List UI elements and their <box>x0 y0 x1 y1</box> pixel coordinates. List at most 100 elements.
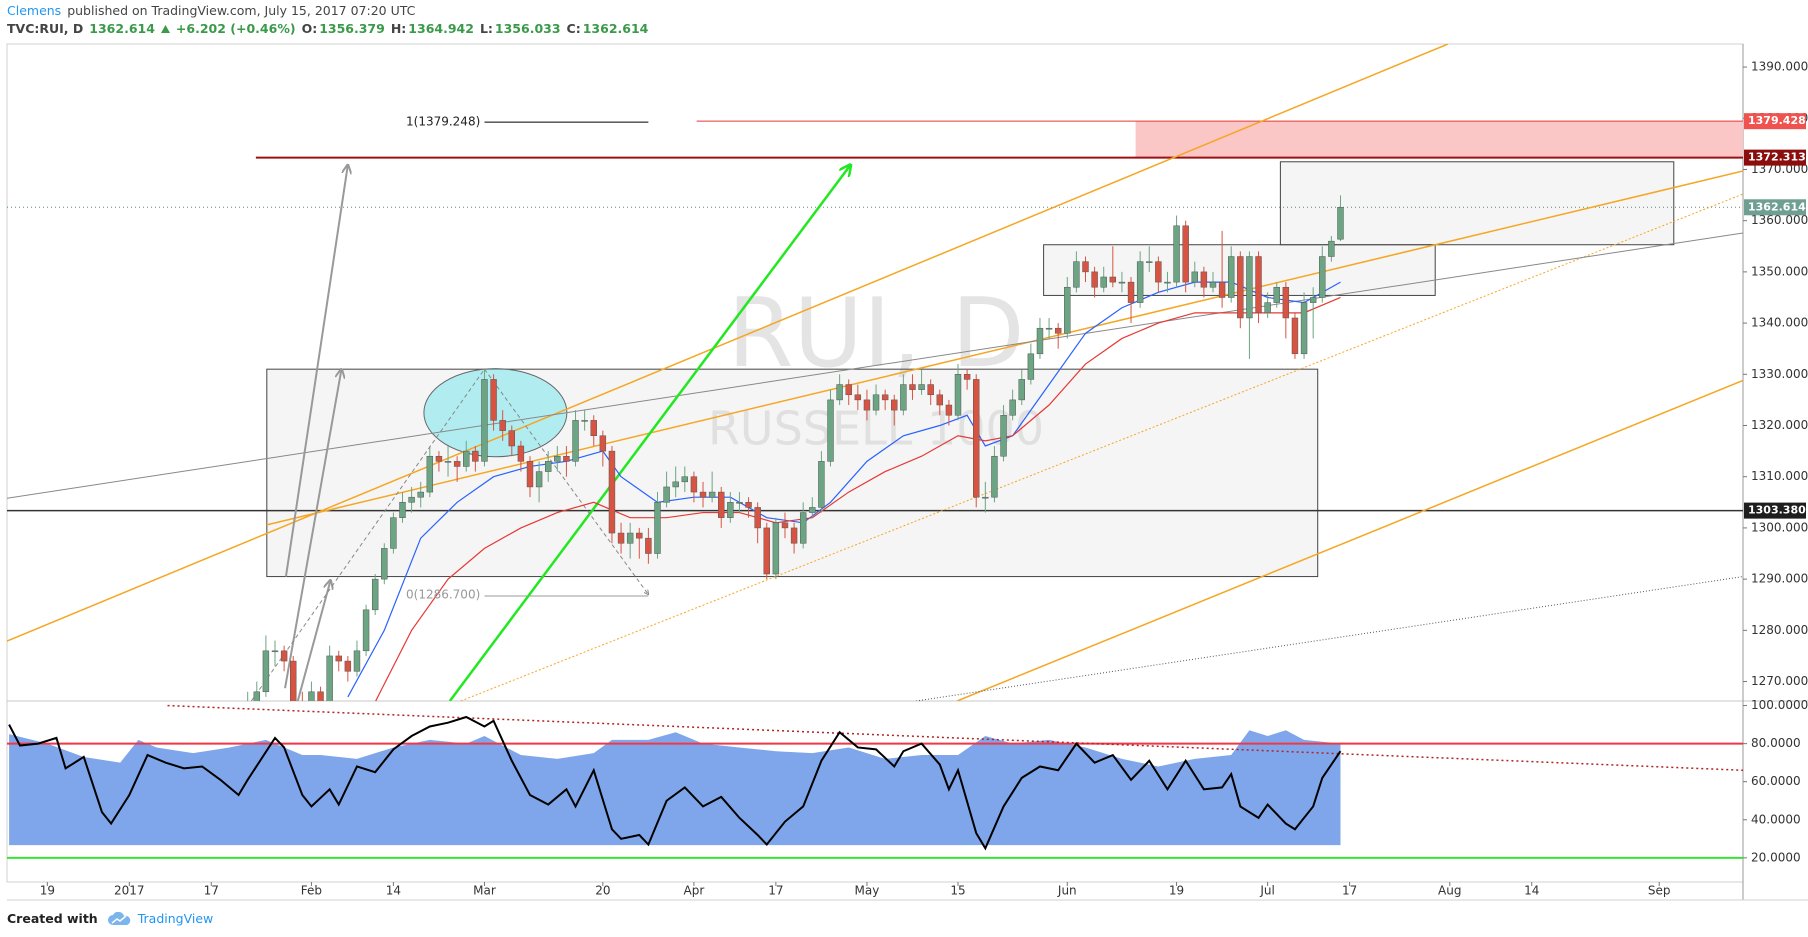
drawn-line <box>296 580 331 701</box>
candle-body <box>745 502 752 508</box>
candle-body <box>945 404 953 416</box>
x-tick-label: Apr <box>684 884 705 898</box>
candle-body <box>271 650 279 653</box>
x-tick-label: Jun <box>1057 884 1077 898</box>
candle-body <box>854 394 862 401</box>
candle-body <box>481 379 488 462</box>
candle-body <box>599 435 607 452</box>
candle-body <box>1300 302 1308 355</box>
candle-body <box>718 491 725 518</box>
candle-body <box>872 394 880 411</box>
candle-body <box>245 702 251 712</box>
candle-body <box>308 691 315 701</box>
candle-body <box>754 507 761 529</box>
candle-body <box>973 379 980 498</box>
drawn-line <box>7 44 1449 642</box>
candle-body <box>1018 379 1025 401</box>
candle-body <box>417 491 424 498</box>
candle-body <box>526 461 534 488</box>
candle-body <box>1191 271 1198 283</box>
candle-body <box>535 471 543 488</box>
candle-body <box>1273 286 1280 303</box>
last: 1362.614 <box>89 21 155 36</box>
up-arrow <box>160 24 170 33</box>
candle-body <box>1118 281 1126 284</box>
author[interactable]: Clemens <box>7 3 62 18</box>
symbol-line: TVC:RUI, D 1362.614 +6.202 (+0.46%) O: 13… <box>7 21 648 36</box>
candle-body <box>736 502 743 504</box>
candle-body <box>1246 256 1253 319</box>
pane: RUI, DRUSSELL 10001(1379.248)0(1286.700) <box>7 44 1743 717</box>
quote-value: 1364.942 <box>408 21 474 36</box>
candle-body <box>1218 281 1226 298</box>
candle-body <box>1255 256 1262 314</box>
fib-label: 1(1379.248) <box>406 115 480 129</box>
candle-body <box>1182 225 1189 283</box>
drawn-line <box>7 232 1743 499</box>
x-tick-label: Sep <box>1648 884 1671 898</box>
change: +6.202 (+0.46%) <box>175 21 296 36</box>
candle-body <box>1291 317 1299 355</box>
x-tick-label: 19 <box>1169 884 1184 898</box>
quote-value: 1356.033 <box>494 21 561 36</box>
y-tick-label: 1350.000 <box>1751 264 1808 278</box>
x-tick-label: Jul <box>1259 884 1274 898</box>
watermark: RUI, D <box>727 279 1024 389</box>
y-tick-label: 1300.000 <box>1751 520 1808 534</box>
candle-body <box>781 522 789 529</box>
candle-body <box>581 420 588 422</box>
candle-body <box>1309 297 1317 303</box>
candle-body <box>426 455 434 493</box>
x-tick-label: Mar <box>473 884 496 898</box>
candle-body <box>1337 207 1344 240</box>
candle-body <box>845 384 852 396</box>
brand[interactable]: TradingView <box>137 911 214 926</box>
candle-body <box>809 507 816 513</box>
candle-body <box>1000 415 1007 457</box>
candle-body <box>299 702 305 717</box>
candle-body <box>280 650 288 662</box>
candle-body <box>262 650 270 693</box>
candle-body <box>636 532 643 539</box>
candle-body <box>790 527 798 544</box>
y-tick-label: 40.0000 <box>1751 812 1801 826</box>
candle-body <box>645 537 652 554</box>
quote-label: O: <box>301 21 318 36</box>
candle-body <box>1045 327 1053 330</box>
drawn-line <box>266 170 1743 526</box>
symbol: TVC:RUI, D <box>7 21 84 36</box>
candle-body <box>663 486 670 503</box>
x-tick-label: 19 <box>40 884 55 898</box>
drawn-line <box>284 165 348 577</box>
candle-body <box>353 650 361 672</box>
candle-body <box>490 379 497 421</box>
area <box>9 730 1341 846</box>
x-tick-label: 14 <box>1524 884 1539 898</box>
candle-body <box>1091 271 1098 288</box>
candle-body <box>799 512 807 544</box>
y-tick-label: 1360.000 <box>1751 213 1808 227</box>
y-tick-label: 1340.000 <box>1751 316 1808 330</box>
candle-body <box>1100 276 1107 288</box>
x-tick-label: 17 <box>204 884 219 898</box>
oscillator-line <box>8 715 1342 851</box>
candle-body <box>326 655 333 701</box>
drawn-line <box>284 369 341 689</box>
candle-body <box>1237 256 1244 319</box>
drawn-line <box>460 193 1743 701</box>
candle-body <box>827 399 834 462</box>
candle-body <box>863 399 871 411</box>
candle-body <box>982 496 989 499</box>
y-tick-label: 80.0000 <box>1751 736 1801 750</box>
candle-body <box>444 461 452 463</box>
drawn-line <box>484 368 648 594</box>
candle-body <box>317 691 324 701</box>
candle-body <box>936 394 944 406</box>
drawn-line <box>448 165 851 701</box>
candle-body <box>699 491 707 498</box>
candle-body <box>1127 281 1135 303</box>
candle-body <box>362 609 370 652</box>
candle-body <box>991 455 998 498</box>
candle-body <box>954 374 962 416</box>
candle-body <box>918 384 925 390</box>
